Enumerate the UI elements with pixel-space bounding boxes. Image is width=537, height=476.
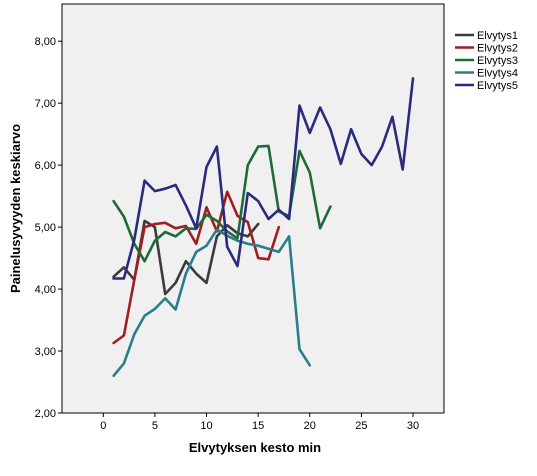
series-line-4 (112, 228, 312, 378)
x-tick-label: 30 (407, 420, 419, 432)
y-tick-label: 4,00 (35, 284, 56, 296)
legend-label: Elvytys4 (477, 68, 518, 80)
y-tick-label: 6,00 (35, 160, 56, 172)
legend-label: Elvytys2 (477, 43, 518, 55)
x-axis: 0 5 10 15 20 25 30 (100, 413, 419, 432)
y-tick-label: 5,00 (35, 222, 56, 234)
legend-label: Elvytys1 (477, 30, 518, 42)
y-tick-label: 7,00 (35, 98, 56, 110)
y-tick-label: 3,00 (35, 346, 56, 358)
series-line-2 (112, 190, 281, 345)
legend-label: Elvytys3 (477, 55, 518, 67)
plot-area (61, 3, 445, 414)
x-tick-label: 25 (355, 420, 367, 432)
x-tick-label: 15 (252, 420, 264, 432)
y-axis-title: Painelusyvyyden keskiarvo (8, 124, 23, 293)
x-axis-title: Elvytyksen kesto min (189, 440, 321, 455)
x-tick-label: 20 (304, 420, 316, 432)
series-layer (112, 77, 415, 378)
series-line-3 (112, 144, 332, 263)
series-line-5 (112, 77, 415, 280)
x-tick-label: 0 (100, 420, 106, 432)
x-tick-label: 5 (152, 420, 158, 432)
y-tick-label: 8,00 (35, 36, 56, 48)
legend-label: Elvytys5 (477, 80, 518, 92)
x-tick-label: 10 (200, 420, 212, 432)
y-axis: 2,00 3,00 4,00 5,00 6,00 7,00 8,00 (35, 36, 62, 420)
y-tick-label: 2,00 (35, 408, 56, 420)
